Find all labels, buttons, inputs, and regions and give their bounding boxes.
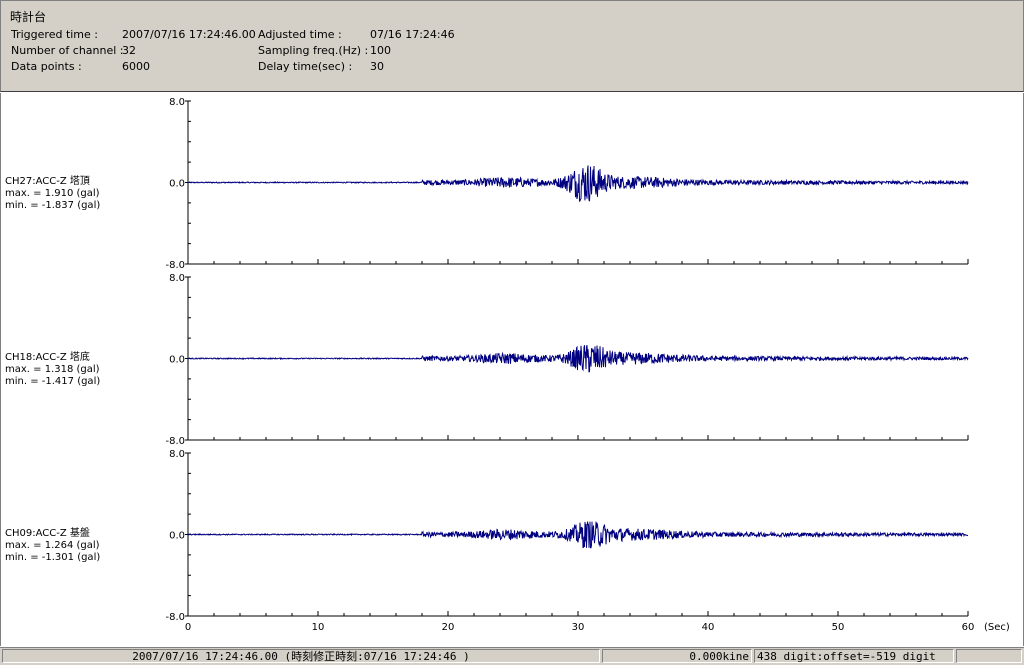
channel-1-min: min. = -1.837 (gal) [5,200,101,211]
panel-1-waveform [187,165,969,202]
status-velocity: 0.000kine [602,649,752,663]
panel-2-y-tick-label: -8.0 [165,436,185,447]
data-points-label: Data points : [11,60,82,73]
channel-1-name: CH27:ACC-Z 塔頂 [5,176,90,187]
delay-time-label: Delay time(sec) : [258,60,353,73]
channel-1-label: CH27:ACC-Z 塔頂 max. = 1.910 (gal) min. = … [5,176,100,212]
station-title: 時計台 [10,10,47,24]
status-extra-pane [956,649,1022,663]
x-tick-label: 60 [962,622,975,633]
sampling-freq-label: Sampling freq.(Hz) : [258,44,369,57]
channel-3-min: min. = -1.301 (gal) [5,552,101,563]
adjusted-time-value: 07/16 17:24:46 [370,28,455,41]
panel-3-y-tick-label: 0.0 [169,531,185,542]
x-tick-label: 30 [572,622,585,633]
x-tick-label: 10 [312,622,325,633]
panel-1-y-tick-label: 8.0 [169,97,185,108]
panel-3-waveform [187,521,969,549]
x-tick-label: 0 [185,622,191,633]
adjusted-time-label: Adjusted time : [258,28,342,41]
triggered-time-value: 2007/07/16 17:24:46.00 [122,28,256,41]
channel-count-label: Number of channel : [11,44,124,57]
channel-2-name: CH18:ACC-Z 塔底 [5,352,90,363]
delay-time-value: 30 [370,60,384,73]
x-tick-label: 40 [702,622,715,633]
panel-3-y-tick-label: -8.0 [165,612,185,623]
panel-2-y-tick-label: 0.0 [169,355,185,366]
status-bar: 2007/07/16 17:24:46.00 (時刻修正時刻:07/16 17:… [0,647,1024,665]
waveform-plot-area[interactable]: 8.0 0.0 -8.0 8.0 0.0 -8.0 8.0 0.0 -8.0 0 10 20 30 40 5… [0,93,1024,646]
info-header: 時計台 Triggered time : 2007/07/16 17:24:46… [0,0,1024,92]
channel-1-max: max. = 1.910 (gal) [5,188,100,199]
channel-2-min: min. = -1.417 (gal) [5,376,101,387]
panel-1-y-tick-label: -8.0 [165,260,185,271]
triggered-time-label: Triggered time : [11,28,98,41]
x-axis-unit: (Sec) [984,622,1010,633]
panel-2-waveform [187,344,969,373]
channel-3-max: max. = 1.264 (gal) [5,540,100,551]
panel-1-y-tick-label: 0.0 [169,179,185,190]
sampling-freq-value: 100 [370,44,391,57]
x-tick-label: 50 [832,622,845,633]
data-points-value: 6000 [122,60,150,73]
status-digit: 438 digit:offset=-519 digit [754,649,954,663]
status-time: 2007/07/16 17:24:46.00 (時刻修正時刻:07/16 17:… [2,649,600,663]
panel-3-y-tick-label: 8.0 [169,449,185,460]
waveform-chart[interactable]: 8.00.0-8.08.00.0-8.08.00.0-8.00 10 20 30 40 5… [1,93,1023,646]
channel-2-max: max. = 1.318 (gal) [5,364,100,375]
panel-2-y-tick-label: 8.0 [169,273,185,284]
channel-3-label: CH09:ACC-Z 基盤 max. = 1.264 (gal) min. = … [5,528,100,564]
x-tick-label: 20 [442,622,455,633]
channel-2-label: CH18:ACC-Z 塔底 max. = 1.318 (gal) min. = … [5,352,100,388]
channel-count-value: 32 [122,44,136,57]
channel-3-name: CH09:ACC-Z 基盤 [5,528,90,539]
